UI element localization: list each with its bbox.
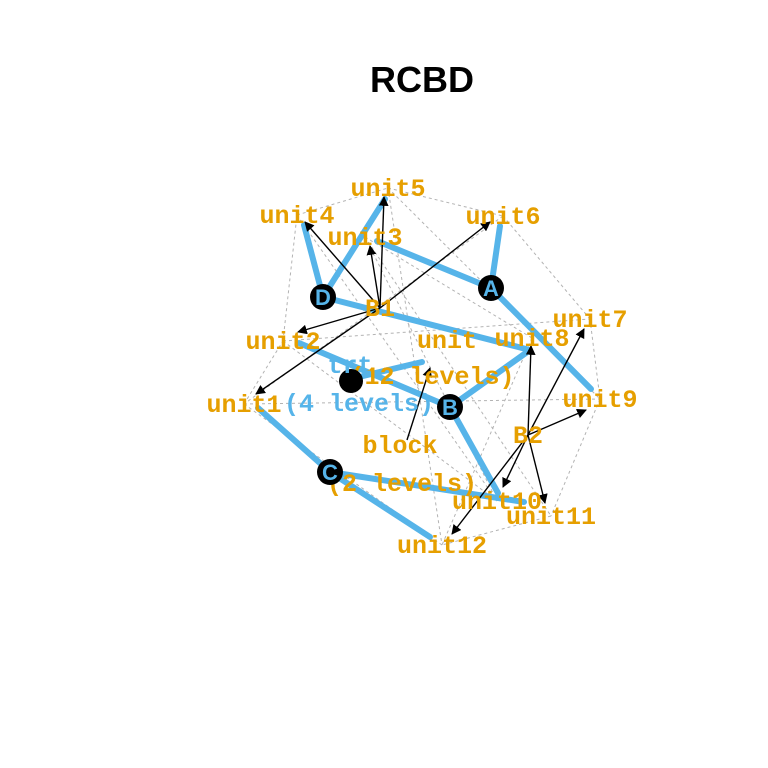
dashed-edge	[441, 337, 533, 546]
factor-unit-levels: (12 levels)	[349, 363, 514, 392]
factor-trt-levels: (4 levels)	[284, 390, 434, 419]
unit-label: unit10	[452, 488, 542, 517]
dashed-edge	[296, 214, 498, 502]
treatment-label: C	[322, 460, 338, 485]
dashed-edge-layer	[243, 187, 601, 546]
factor-block-levels: (2 levels)	[327, 470, 477, 499]
dashed-edge	[387, 187, 504, 217]
factor-trt-name: trt	[327, 352, 372, 381]
block-label: B1	[365, 295, 395, 324]
block-edge-B2-unit10	[502, 434, 529, 488]
unit-label: unit2	[245, 328, 320, 357]
block-to-unit-edge	[406, 367, 432, 441]
block-edge-B2-unit11	[527, 434, 548, 504]
factor-block-name: block	[362, 432, 437, 461]
factor-unit-node: unit (12 levels)	[349, 327, 514, 392]
trt-to-unit-edge	[360, 359, 425, 379]
dashed-edge	[502, 215, 591, 320]
diagram-title: RCBD	[370, 59, 474, 100]
block-edge-B2-unit7	[527, 328, 585, 436]
dashed-edge	[550, 398, 601, 517]
unit-label: unit4	[259, 202, 334, 231]
treatment-edge-B-unit8	[447, 347, 533, 410]
block-edge-B1-unit2	[297, 307, 381, 335]
dashed-edge	[282, 214, 298, 342]
dashed-edge	[364, 236, 533, 339]
block-edge-B2-unit12	[451, 434, 529, 535]
treatment-node	[437, 394, 463, 420]
dashed-edge	[243, 398, 601, 405]
unit-label: unit12	[397, 532, 487, 561]
factor-trt-node: trt (4 levels)	[284, 352, 434, 419]
treatment-edge-A-unit9	[488, 285, 594, 392]
block-edge-B1-unit5	[378, 196, 389, 309]
dashed-edge	[589, 318, 601, 400]
dashed-edge	[387, 187, 601, 400]
factor-unit-name: unit	[417, 327, 477, 356]
treatment-edge-C-unit12	[327, 469, 433, 540]
unit-label: unit3	[327, 224, 402, 253]
dashed-edge	[296, 187, 389, 216]
treatment-edge-C-unit1	[255, 405, 333, 475]
treatment-node	[310, 284, 336, 310]
treatment-label: B	[442, 395, 458, 420]
block-edge-layer	[255, 196, 587, 535]
treatment-label: A	[483, 276, 499, 301]
block-edge-B1-unit1	[255, 307, 381, 395]
block-labels: B1 B2	[365, 295, 543, 451]
dashed-edge	[243, 340, 284, 405]
unit-label: unit9	[562, 386, 637, 415]
treatment-edge-A-unit3	[374, 238, 494, 291]
unit-label: unit7	[552, 306, 627, 335]
unit-label: unit1	[206, 391, 281, 420]
treatment-edge-C-unit11	[327, 469, 527, 505]
treatment-edge-D-unit5	[320, 196, 388, 300]
factor-trt-point	[339, 369, 363, 393]
treatment-node	[317, 459, 343, 485]
block-edge-B1-unit6	[379, 221, 491, 309]
treatment-edge-layer	[255, 196, 594, 540]
treatment-edge-B-unit10	[447, 404, 501, 496]
treatment-edge-D-unit8	[320, 294, 533, 353]
block-edge-B1-unit4	[304, 221, 381, 309]
treatment-nodes: A B C D	[310, 275, 504, 485]
dashed-edge	[282, 340, 498, 502]
block-edge-B2-unit9	[527, 408, 587, 436]
treatment-label: D	[315, 285, 331, 310]
dashed-edge	[441, 515, 552, 546]
dashed-edge	[364, 236, 552, 517]
unit-label: unit8	[494, 325, 569, 354]
unit-label: unit6	[465, 203, 540, 232]
unit-label: unit11	[506, 503, 596, 532]
block-edge-B1-unit3	[366, 245, 381, 309]
block-edge-B2-unit8	[525, 345, 536, 436]
block-label: B2	[513, 422, 543, 451]
unit-label: unit5	[350, 175, 425, 204]
treatment-node	[478, 275, 504, 301]
dashed-edge	[364, 236, 498, 502]
factor-block-node: block (2 levels)	[327, 432, 477, 499]
